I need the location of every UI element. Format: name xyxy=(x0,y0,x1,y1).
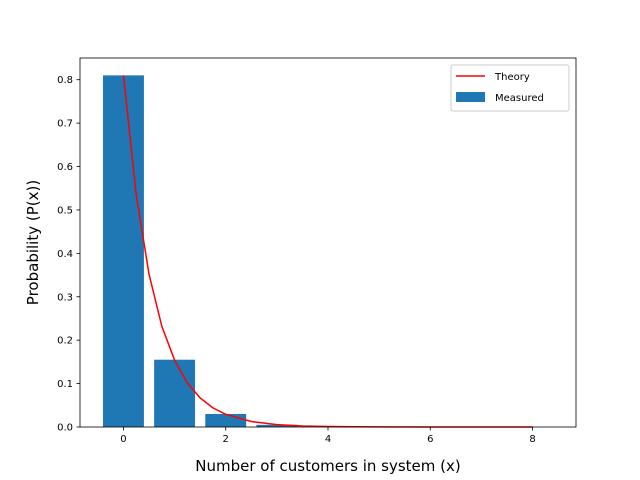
bar-x-3 xyxy=(256,424,298,427)
legend-swatch-measured xyxy=(456,92,485,102)
x-tick-label: 4 xyxy=(325,434,331,445)
y-tick-label: 0.0 xyxy=(57,423,73,434)
x-axis-ticks: 0 2 4 6 8 xyxy=(120,427,536,445)
y-tick-label: 0.7 xyxy=(57,119,73,130)
bar-x-2 xyxy=(205,413,247,427)
y-tick-label: 0.5 xyxy=(57,205,73,216)
x-axis-label: Number of customers in system (x) xyxy=(195,457,461,475)
x-tick-label: 2 xyxy=(223,434,229,445)
legend-label-measured: Measured xyxy=(495,93,544,104)
legend: Theory Measured xyxy=(450,64,570,112)
x-tick-label: 6 xyxy=(427,434,433,445)
y-tick-label: 0.3 xyxy=(57,292,73,303)
y-axis-label: Probability (P(x)) xyxy=(24,180,42,305)
y-axis-ticks: 0.0 0.1 0.2 0.3 0.4 0.5 0.6 0.7 0.8 xyxy=(57,75,80,434)
x-tick-label: 0 xyxy=(120,434,126,445)
legend-label-theory: Theory xyxy=(494,72,530,83)
y-tick-label: 0.1 xyxy=(57,379,73,390)
y-tick-label: 0.4 xyxy=(57,249,73,260)
x-tick-label: 8 xyxy=(529,434,535,445)
y-tick-label: 0.6 xyxy=(57,162,73,173)
y-tick-label: 0.2 xyxy=(57,336,73,347)
bar-x-1 xyxy=(154,359,196,427)
bars-measured xyxy=(103,75,298,427)
y-tick-label: 0.8 xyxy=(57,75,73,86)
bar-x-0 xyxy=(103,75,144,427)
